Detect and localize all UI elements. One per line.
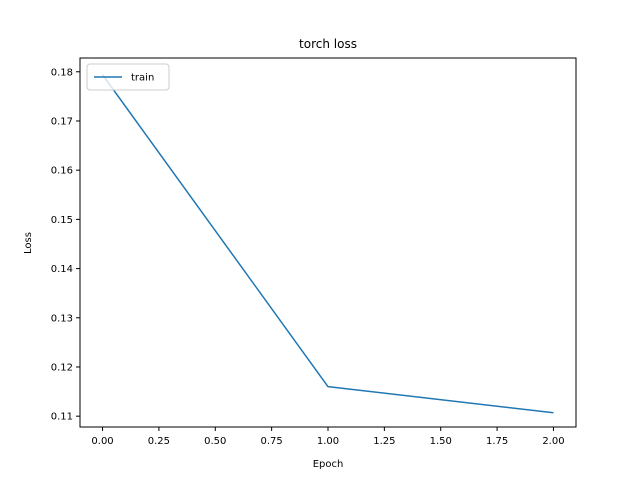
y-tick-label: 0.11 — [51, 412, 73, 423]
x-tick-label: 0.00 — [91, 436, 113, 447]
x-tick-label: 1.75 — [486, 436, 508, 447]
x-tick-label: 1.50 — [430, 436, 452, 447]
x-tick-label: 2.00 — [542, 436, 564, 447]
x-tick-label: 0.50 — [204, 436, 226, 447]
legend-entry-label: train — [131, 73, 154, 84]
series-line-train — [101, 74, 554, 414]
x-tick-label: 0.75 — [261, 436, 283, 447]
y-tick-label: 0.16 — [51, 166, 73, 177]
y-axis-ticks: 0.11 0.12 0.13 0.14 0.15 0.16 0.17 0.18 — [51, 67, 80, 423]
chart-title: torch loss — [299, 37, 357, 51]
y-tick-label: 0.18 — [51, 67, 73, 78]
y-tick-label: 0.13 — [51, 313, 73, 324]
x-axis-ticks: 0.00 0.25 0.50 0.75 1.00 1.25 1.50 1.75 2.00 — [91, 427, 565, 447]
x-tick-label: 1.00 — [317, 436, 339, 447]
series-layer — [101, 74, 554, 414]
y-tick-label: 0.17 — [51, 116, 73, 127]
x-axis-label: Epoch — [313, 459, 344, 470]
y-tick-label: 0.15 — [51, 215, 73, 226]
y-tick-label: 0.12 — [51, 362, 73, 373]
y-tick-label: 0.14 — [51, 264, 73, 275]
legend: train — [86, 63, 170, 91]
legend-box — [86, 63, 170, 91]
y-axis-label: Loss — [23, 232, 34, 254]
x-tick-label: 0.25 — [148, 436, 170, 447]
x-tick-label: 1.25 — [373, 436, 395, 447]
